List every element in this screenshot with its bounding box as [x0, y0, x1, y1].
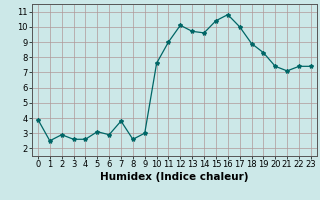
X-axis label: Humidex (Indice chaleur): Humidex (Indice chaleur) — [100, 172, 249, 182]
